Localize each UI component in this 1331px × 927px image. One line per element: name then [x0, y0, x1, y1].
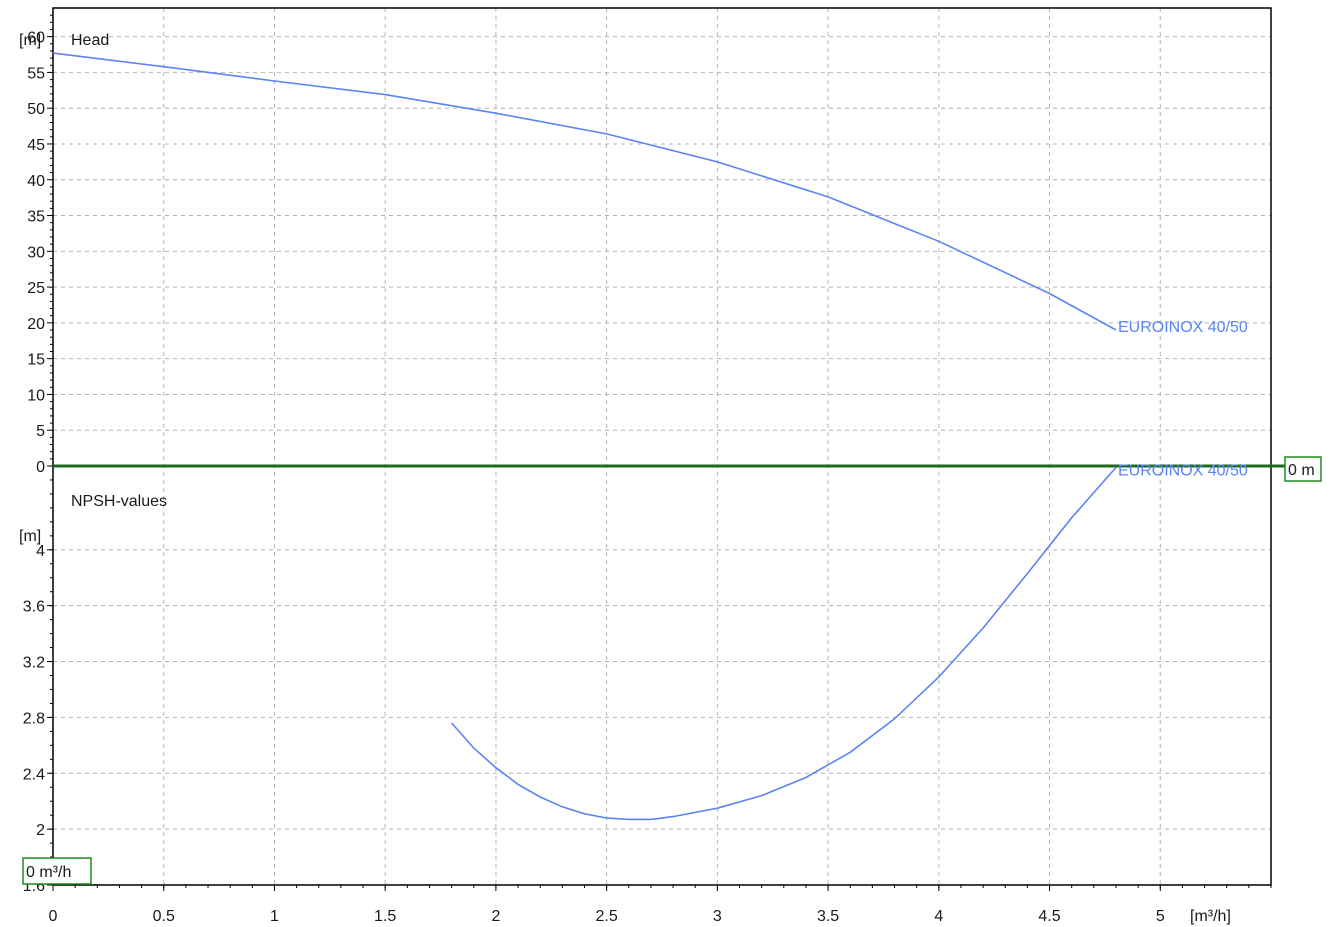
x-tick-label: 4: [934, 908, 943, 925]
npsh-y-tick-label: 4: [36, 543, 45, 560]
head-panel-title: Head: [71, 32, 109, 49]
x-axis-unit-label: [m³/h]: [1190, 908, 1231, 925]
head-y-tick-label: 55: [27, 65, 45, 82]
head-y-tick-label: 40: [27, 173, 45, 190]
head-y-tick-label: 5: [36, 423, 45, 440]
head-y-tick-label: 10: [27, 387, 45, 404]
x-tick-label: 3: [713, 908, 722, 925]
head-y-tick-label: 45: [27, 137, 45, 154]
grid-layer: [52, 8, 1271, 886]
x-tick-label: 0.5: [153, 908, 175, 925]
npsh-y-axis-label: [m]: [19, 528, 41, 545]
x-tick-label: 0: [49, 908, 58, 925]
npsh-curve: [451, 466, 1117, 821]
head-y-tick-label: 20: [27, 316, 45, 333]
x-tick-label: 1: [270, 908, 279, 925]
head-y-tick-label: 15: [27, 352, 45, 369]
x-tick-label: 4.5: [1038, 908, 1060, 925]
x-tick-label: 3.5: [817, 908, 839, 925]
npsh-zero-marker: 0 m³/h: [22, 857, 92, 885]
head-y-axis-label: [m]: [19, 32, 41, 49]
npsh-y-tick-label: 2.8: [23, 710, 45, 727]
head-y-tick-label: 35: [27, 209, 45, 226]
head-y-tick-label: 0: [36, 459, 45, 476]
x-tick-label: 1.5: [374, 908, 396, 925]
head-curve: [52, 52, 1117, 331]
head-y-tick-label: 30: [27, 244, 45, 261]
npsh-y-tick-label: 3.6: [23, 599, 45, 616]
head-y-tick-label: 60: [27, 30, 45, 47]
axis-layer: 0 0.5 1 1.5 2 2.5 3 3.5 4 4.5 50510152025303540455…: [23, 7, 1285, 925]
head-zero-marker: 0 m: [1284, 456, 1322, 482]
head-series-label: EUROINOX 40/50: [1118, 319, 1248, 336]
npsh-y-tick-label: 2: [36, 822, 45, 839]
npsh-zero-marker-label: 0 m³/h: [26, 864, 71, 881]
npsh-panel-title: NPSH-values: [71, 493, 167, 510]
head-y-tick-label: 50: [27, 101, 45, 118]
curve-layer: EUROINOX 40/50 EUROINOX 40/50: [52, 52, 1248, 821]
head-zero-marker-label: 0 m: [1288, 462, 1315, 479]
x-tick-label: 2: [491, 908, 500, 925]
head-y-tick-label: 25: [27, 280, 45, 297]
x-tick-label: 2.5: [596, 908, 618, 925]
npsh-y-tick-label: 2.4: [23, 766, 45, 783]
plot-frame: [52, 7, 1272, 886]
npsh-series-label: EUROINOX 40/50: [1118, 462, 1248, 479]
npsh-y-tick-label: 3.2: [23, 655, 45, 672]
x-tick-label: 5: [1156, 908, 1165, 925]
